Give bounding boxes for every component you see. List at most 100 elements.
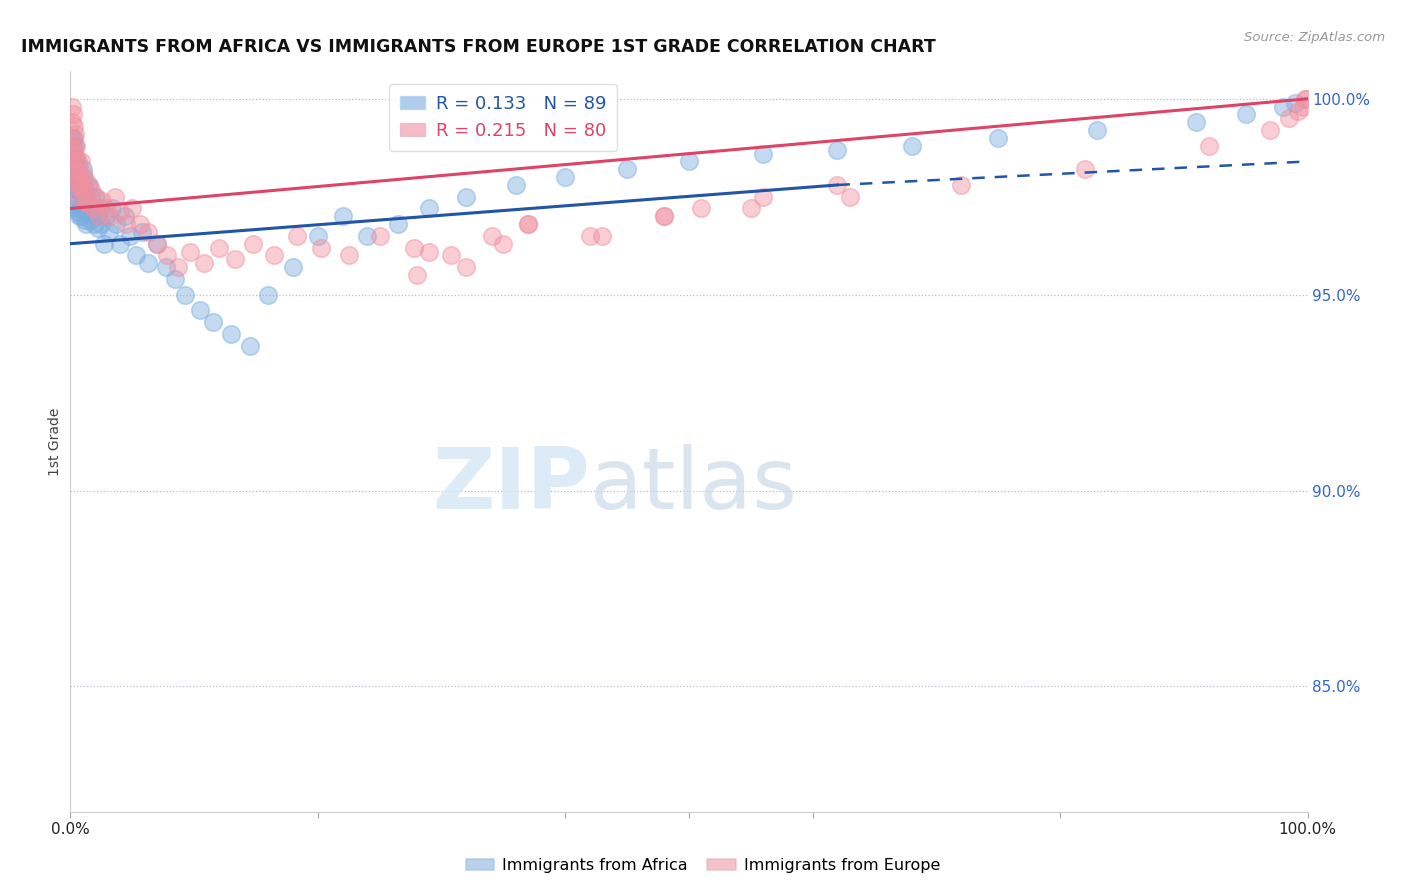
- Point: [678, 154, 700, 169]
- Point: [579, 228, 602, 243]
- Point: [224, 252, 246, 267]
- Point: [77, 205, 100, 219]
- Point: [239, 338, 262, 352]
- Point: [505, 178, 527, 192]
- Point: [987, 131, 1010, 145]
- Point: [86, 221, 108, 235]
- Point: [1074, 162, 1097, 177]
- Legend: R = 0.133   N = 89, R = 0.215   N = 80: R = 0.133 N = 89, R = 0.215 N = 80: [389, 84, 617, 151]
- Point: [900, 138, 922, 153]
- Point: [405, 268, 427, 282]
- Point: [1198, 138, 1220, 153]
- Point: [60, 138, 83, 153]
- Point: [66, 205, 89, 219]
- Point: [63, 182, 86, 196]
- Point: [263, 248, 285, 262]
- Point: [1286, 103, 1309, 118]
- Point: [66, 158, 89, 172]
- Point: [136, 256, 159, 270]
- Point: [418, 202, 440, 216]
- Point: [950, 178, 973, 192]
- Point: [208, 241, 231, 255]
- Point: [65, 182, 87, 196]
- Point: [652, 209, 675, 223]
- Point: [105, 217, 128, 231]
- Point: [1294, 92, 1316, 106]
- Point: [242, 236, 264, 251]
- Point: [128, 217, 150, 231]
- Point: [62, 166, 84, 180]
- Point: [752, 146, 775, 161]
- Point: [311, 241, 333, 255]
- Point: [165, 272, 187, 286]
- Point: [69, 202, 91, 216]
- Point: [337, 248, 360, 262]
- Point: [80, 190, 103, 204]
- Point: [87, 209, 110, 223]
- Point: [96, 209, 118, 223]
- Point: [69, 178, 91, 192]
- Point: [63, 166, 86, 180]
- Point: [65, 154, 87, 169]
- Point: [387, 217, 409, 231]
- Point: [75, 194, 97, 208]
- Point: [456, 190, 478, 204]
- Point: [65, 166, 87, 180]
- Point: [1284, 95, 1306, 110]
- Point: [65, 166, 87, 180]
- Point: [67, 182, 90, 196]
- Point: [114, 209, 136, 223]
- Point: [827, 143, 849, 157]
- Point: [65, 174, 87, 188]
- Point: [80, 182, 103, 196]
- Point: [67, 190, 90, 204]
- Point: [60, 178, 83, 192]
- Point: [418, 244, 440, 259]
- Point: [93, 236, 115, 251]
- Text: ZIP: ZIP: [432, 444, 591, 527]
- Text: atlas: atlas: [591, 444, 799, 527]
- Point: [136, 225, 159, 239]
- Point: [63, 162, 86, 177]
- Point: [91, 194, 114, 208]
- Point: [174, 287, 197, 301]
- Point: [307, 228, 329, 243]
- Point: [368, 228, 391, 243]
- Point: [690, 202, 713, 216]
- Point: [281, 260, 304, 275]
- Point: [65, 151, 87, 165]
- Point: [62, 131, 84, 145]
- Point: [70, 154, 93, 169]
- Point: [1260, 123, 1282, 137]
- Point: [69, 174, 91, 188]
- Point: [63, 131, 86, 145]
- Point: [65, 138, 87, 153]
- Point: [73, 197, 96, 211]
- Point: [652, 209, 675, 223]
- Point: [125, 248, 148, 262]
- Point: [257, 287, 280, 301]
- Point: [1085, 123, 1108, 137]
- Point: [65, 190, 87, 204]
- Point: [517, 217, 540, 231]
- Point: [84, 190, 107, 204]
- Point: [1185, 115, 1208, 129]
- Point: [66, 182, 89, 196]
- Point: [62, 138, 84, 153]
- Point: [591, 228, 613, 243]
- Point: [63, 197, 86, 211]
- Point: [73, 170, 96, 185]
- Point: [356, 228, 378, 243]
- Text: IMMIGRANTS FROM AFRICA VS IMMIGRANTS FROM EUROPE 1ST GRADE CORRELATION CHART: IMMIGRANTS FROM AFRICA VS IMMIGRANTS FRO…: [21, 38, 935, 56]
- Point: [75, 174, 97, 188]
- Point: [65, 127, 87, 141]
- Point: [167, 260, 190, 275]
- Point: [73, 186, 96, 200]
- Point: [83, 217, 105, 231]
- Point: [193, 256, 215, 270]
- Legend: Immigrants from Africa, Immigrants from Europe: Immigrants from Africa, Immigrants from …: [460, 852, 946, 880]
- Point: [156, 248, 179, 262]
- Point: [108, 205, 131, 219]
- Point: [97, 225, 120, 239]
- Point: [63, 151, 86, 165]
